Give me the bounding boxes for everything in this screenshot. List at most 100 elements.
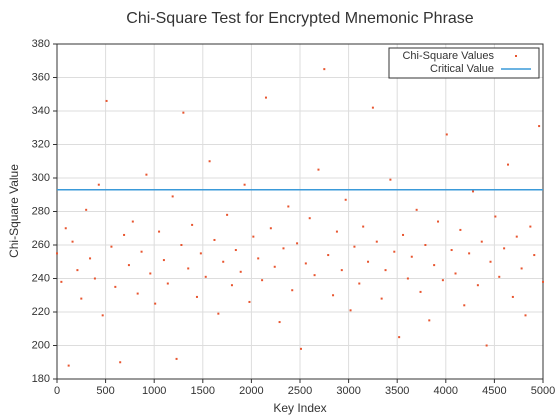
x-tick-label: 0 xyxy=(54,385,60,397)
point xyxy=(60,280,63,283)
point xyxy=(507,163,510,166)
point xyxy=(248,300,251,303)
point xyxy=(489,260,492,263)
y-tick-label: 340 xyxy=(32,105,50,117)
point xyxy=(264,96,267,99)
x-tick-label: 3000 xyxy=(336,385,360,397)
point xyxy=(398,336,401,339)
point xyxy=(56,252,58,255)
point xyxy=(101,314,104,317)
point xyxy=(424,244,427,246)
point xyxy=(380,297,383,300)
x-tick-label: 500 xyxy=(96,385,114,397)
point xyxy=(353,245,356,248)
point xyxy=(166,282,169,285)
point xyxy=(472,190,475,193)
x-tick-label: 1500 xyxy=(191,385,215,397)
point xyxy=(515,235,518,238)
point xyxy=(371,106,374,109)
point xyxy=(406,277,409,280)
point xyxy=(389,178,392,181)
point xyxy=(402,233,405,236)
point xyxy=(415,208,418,211)
point xyxy=(349,309,352,312)
point xyxy=(204,275,207,278)
point xyxy=(327,254,330,257)
legend-label: Chi-Square Values xyxy=(402,50,494,62)
point xyxy=(498,275,501,278)
point xyxy=(428,319,431,322)
point xyxy=(162,259,165,262)
point xyxy=(375,240,378,243)
point xyxy=(273,265,276,268)
point xyxy=(234,249,237,252)
point xyxy=(299,347,302,350)
point xyxy=(154,302,157,305)
point xyxy=(226,213,229,216)
y-tick-label: 240 xyxy=(32,272,50,284)
point xyxy=(261,279,264,282)
point xyxy=(257,257,260,260)
point xyxy=(450,249,453,252)
point xyxy=(114,285,117,288)
point xyxy=(308,217,311,220)
point xyxy=(97,183,100,186)
point xyxy=(410,255,413,258)
point xyxy=(89,257,92,260)
point xyxy=(71,240,74,243)
point xyxy=(80,297,83,300)
point xyxy=(171,195,174,198)
point xyxy=(149,272,152,275)
point xyxy=(520,267,523,270)
x-tick-label: 4000 xyxy=(434,385,458,397)
x-tick-label: 1000 xyxy=(142,385,166,397)
point xyxy=(529,225,532,228)
y-tick-label: 320 xyxy=(32,138,50,150)
x-tick-label: 5000 xyxy=(531,385,555,397)
legend-marker xyxy=(515,55,517,57)
point xyxy=(136,292,139,295)
point xyxy=(105,99,108,102)
x-tick-label: 4500 xyxy=(482,385,506,397)
point xyxy=(332,294,335,297)
point xyxy=(485,344,488,347)
point xyxy=(454,272,457,275)
point xyxy=(524,314,527,317)
point xyxy=(538,125,541,128)
point xyxy=(222,260,225,263)
y-tick-label: 260 xyxy=(32,239,50,251)
x-tick-label: 2500 xyxy=(288,385,312,397)
point xyxy=(358,282,361,285)
point xyxy=(441,279,444,282)
point xyxy=(123,233,126,236)
y-tick-label: 360 xyxy=(32,71,50,83)
point xyxy=(180,244,183,246)
point xyxy=(131,220,134,223)
point xyxy=(503,247,506,250)
chart-title: Chi-Square Test for Encrypted Mnemonic P… xyxy=(126,10,474,27)
point xyxy=(476,284,479,287)
point xyxy=(291,289,294,292)
point xyxy=(419,290,422,293)
point xyxy=(533,254,536,257)
point xyxy=(191,223,194,226)
point xyxy=(269,227,272,230)
point xyxy=(287,205,290,208)
point xyxy=(252,235,255,238)
point xyxy=(239,270,242,273)
point xyxy=(213,238,216,241)
y-tick-label: 220 xyxy=(32,306,50,318)
y-tick-label: 180 xyxy=(32,373,50,385)
y-tick-label: 200 xyxy=(32,339,50,351)
point xyxy=(304,262,307,265)
point xyxy=(480,240,483,243)
point xyxy=(67,364,70,367)
point xyxy=(362,225,365,228)
point xyxy=(296,242,299,245)
point xyxy=(158,230,161,233)
point xyxy=(119,361,122,364)
point xyxy=(278,321,281,324)
point xyxy=(463,304,466,307)
point xyxy=(313,274,316,277)
